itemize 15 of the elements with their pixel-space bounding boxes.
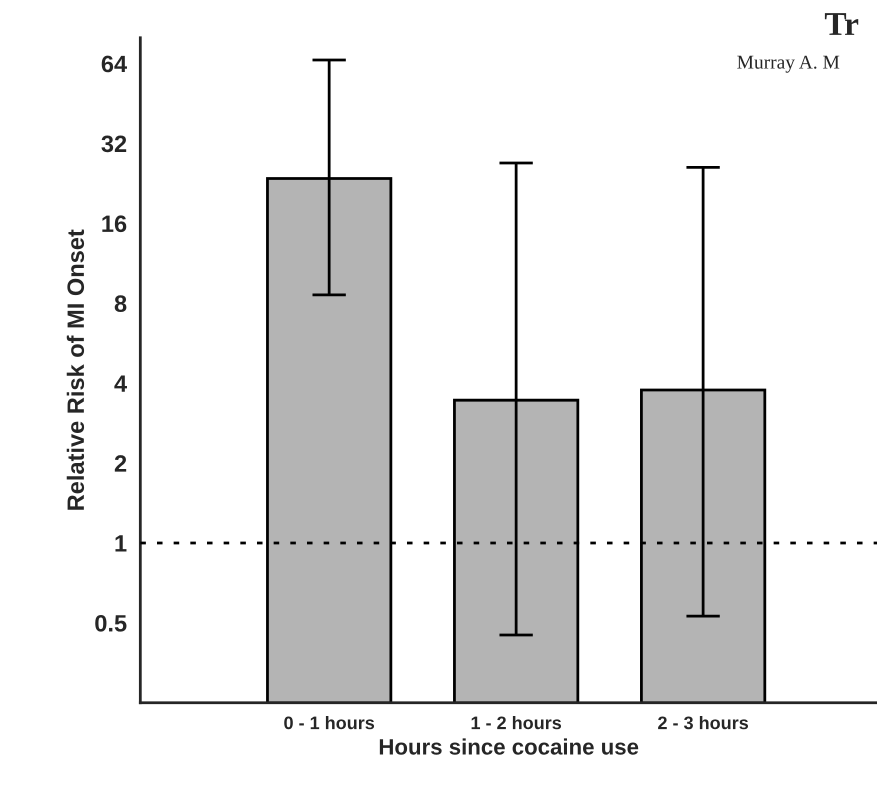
x-tick-label: 0 - 1 hours [284, 716, 374, 730]
y-tick-label: 4 [114, 375, 127, 392]
x-axis-title: Hours since cocaine use [380, 738, 638, 755]
x-tick-label: 1 - 2 hours [472, 716, 562, 730]
annotation: Murray A. M [737, 56, 840, 73]
y-tick-label: 32 [101, 135, 126, 152]
y-tick-label: 1 [115, 535, 126, 552]
y-tick-label: 16 [102, 215, 126, 232]
y-axis-title: Relative Risk of MI Onset [66, 230, 84, 510]
text: Tr [824, 13, 858, 35]
y-tick-label: 0.5 [95, 614, 126, 632]
y-tick-label: 8 [114, 295, 126, 312]
y-tick-label: 2 [114, 455, 126, 472]
y-tick-label: 64 [102, 56, 127, 72]
x-tick-label: 2 - 3 hours [658, 716, 748, 730]
